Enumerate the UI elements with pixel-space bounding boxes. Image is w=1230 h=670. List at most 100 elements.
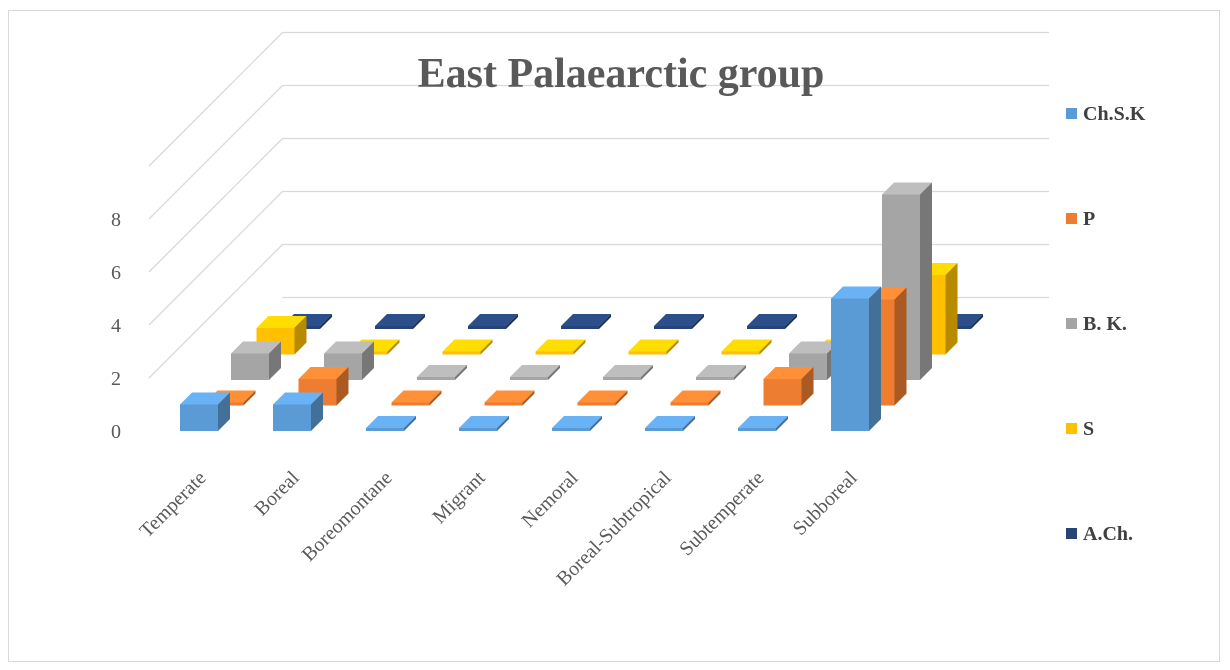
grid-layer [148,31,1049,379]
bar-side [404,416,416,431]
bar-front [603,377,641,380]
bar [468,314,518,329]
bar-side [497,416,509,431]
y-tick-label: 0 [111,421,121,443]
bar [417,365,467,380]
bar [628,339,679,355]
bar-side [641,365,653,380]
category-label: Boreomontane [298,467,397,566]
bar-top [468,314,518,326]
y-tick-label: 8 [111,209,121,231]
bar-top [645,416,695,428]
bar-top [577,390,628,403]
y-tick-label: 2 [111,368,121,390]
legend-swatch [1066,423,1077,434]
legend-label: A.Ch. [1083,523,1133,545]
bar [738,416,788,431]
category-label: Temperate [136,467,211,542]
bar-top [747,314,797,326]
bar [442,339,493,355]
bar-top [721,339,772,352]
bar [603,365,653,380]
bar [459,416,509,431]
bar [747,314,797,329]
bar-front [552,428,590,431]
legend-swatch [1066,108,1077,119]
legend: Ch.S.K P B. K. S A.Ch. [1066,103,1146,545]
bar-front [180,404,218,431]
bar-front [763,379,802,406]
bar-front [831,298,869,431]
bar [231,341,281,380]
bar-top [763,367,814,379]
grid-diagonal [148,244,283,379]
chart-title: East Palaearctic group [418,51,825,97]
bar [552,416,602,431]
bar-side [801,367,814,406]
bar [324,341,374,380]
category-label: Subtemperate [675,467,768,560]
legend-swatch [1066,528,1077,539]
bar-side [480,339,493,355]
bar [180,392,230,431]
bar-front [535,351,574,355]
bar-side [243,390,256,406]
bar-side [894,287,907,406]
bar-top [273,392,323,405]
bar-front [721,351,760,355]
bar-top [552,416,602,428]
bar [273,392,323,431]
bar-front [738,428,776,431]
grid-diagonal [148,85,283,220]
bar [577,390,628,406]
category-label: Subboreal [789,467,862,540]
bar-side [945,263,958,355]
bar-side [708,390,721,406]
bar-top [831,286,881,299]
bar-side [387,339,400,355]
legend-swatch [1066,318,1077,329]
bar-top [510,365,560,377]
bar [721,339,772,355]
bar [831,286,881,431]
bar-top [670,390,721,403]
bar-top [459,416,509,428]
bar-front [366,428,404,431]
category-label: Migrant [428,467,489,528]
bar-side [971,314,983,329]
bar-top [603,365,653,377]
bar-front [696,377,734,380]
bar-top [628,339,679,352]
bar-side [785,314,797,329]
bar-side [599,314,611,329]
bar-front [628,351,667,355]
bar-front [747,326,785,329]
bar [561,314,611,329]
bar-top [375,314,425,326]
chart-frame: 0 2 4 6 8 Temperate Boreal Boreomontane Migrant… [8,10,1220,662]
category-label: Boreal [250,467,304,521]
bar-side [666,339,679,355]
legend-label: S [1083,418,1094,440]
y-ticks-layer: 0 2 4 6 8 [111,209,121,443]
bar-side [573,339,586,355]
bar-top [484,390,535,403]
bar-top [789,341,839,354]
y-tick-label: 4 [111,315,121,337]
bar [763,367,814,406]
legend-label: B. K. [1083,313,1127,335]
bar-front [654,326,692,329]
bar-top [442,339,493,352]
grid-diagonal [148,138,283,273]
bar-top [535,339,586,352]
bar-top [324,341,374,354]
y-tick-label: 6 [111,262,121,284]
bar-side [590,416,602,431]
bar-front [375,326,413,329]
category-label: Nemoral [517,467,582,532]
bar-side [362,341,374,380]
bar-side [734,365,746,380]
bar-side [920,182,932,380]
bar-top [231,341,281,354]
